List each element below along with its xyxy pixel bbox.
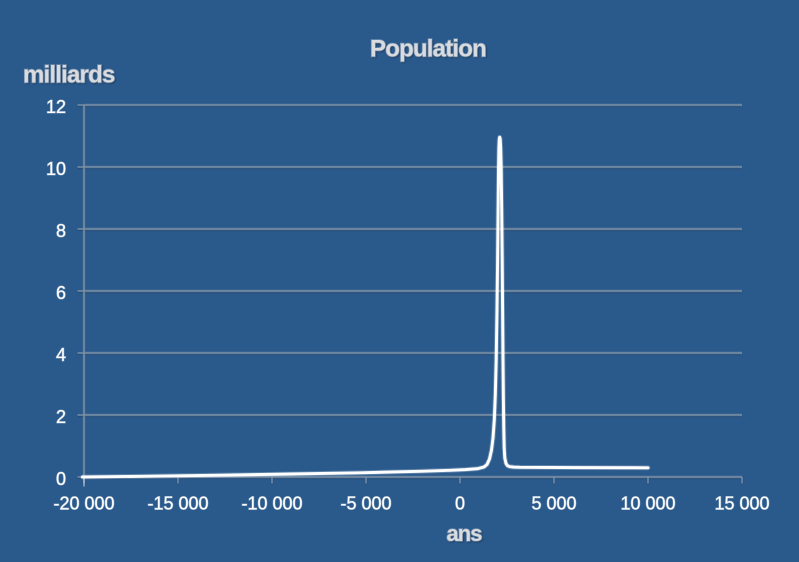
svg-text:2: 2 [56, 407, 66, 427]
svg-text:15 000: 15 000 [714, 494, 769, 514]
svg-text:-10 000: -10 000 [241, 494, 302, 514]
svg-text:10 000: 10 000 [620, 494, 675, 514]
svg-text:4: 4 [56, 345, 66, 365]
svg-text:ans: ans [447, 521, 483, 546]
svg-text:0: 0 [56, 469, 66, 489]
svg-text:0: 0 [455, 494, 465, 514]
svg-text:-20 000: -20 000 [53, 494, 114, 514]
svg-text:-5 000: -5 000 [340, 494, 391, 514]
svg-text:milliards: milliards [23, 62, 115, 89]
svg-text:-15 000: -15 000 [147, 494, 208, 514]
svg-text:Population: Population [370, 36, 486, 63]
svg-text:12: 12 [46, 97, 66, 117]
svg-text:6: 6 [56, 283, 66, 303]
svg-text:10: 10 [46, 159, 66, 179]
svg-text:8: 8 [56, 221, 66, 241]
svg-text:5 000: 5 000 [531, 494, 576, 514]
